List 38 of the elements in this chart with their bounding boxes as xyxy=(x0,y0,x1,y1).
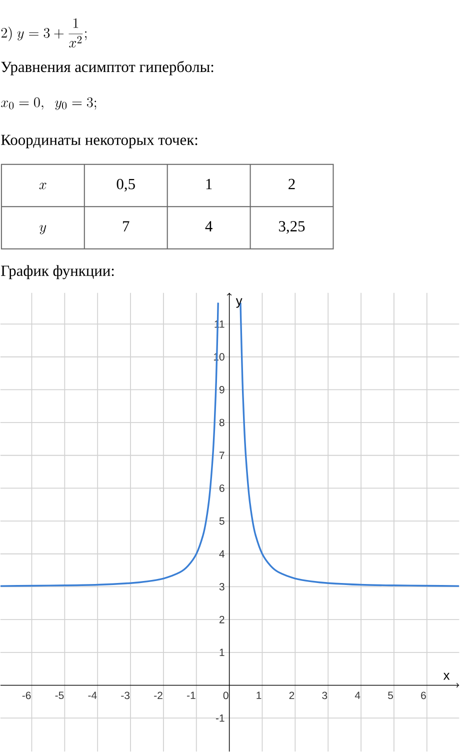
x-tick-label: -5 xyxy=(55,692,64,700)
text: $x_0=0,\;\; y_0=3;$ xyxy=(1,97,96,110)
x-tick-label: 1 xyxy=(256,692,262,699)
y-axis-title: y xyxy=(236,298,242,308)
text: $x$ xyxy=(40,182,46,190)
text: $y$ xyxy=(40,225,46,234)
text: График функции: xyxy=(1,265,114,280)
x-tick-label: -1 xyxy=(187,692,196,699)
text: 1 xyxy=(206,178,212,190)
x-tick-label: 3 xyxy=(322,692,328,700)
y-tick-label: 2 xyxy=(220,616,224,624)
y-tick-label: -1 xyxy=(216,714,224,722)
x-tick-label: 5 xyxy=(388,692,394,700)
x-tick-label: -6 xyxy=(22,692,31,700)
y-tick-label: 8 xyxy=(220,418,225,426)
text: 7 xyxy=(123,221,130,232)
x-tick-label: 6 xyxy=(421,692,426,700)
chart-subtitle: Уравнения асимптот гиперболы: xyxy=(1,60,214,76)
text: 3,25 xyxy=(279,221,305,234)
text: Координаты некоторых точек: xyxy=(1,134,198,148)
x-tick-label: -2 xyxy=(154,692,163,700)
y-tick-label: 5 xyxy=(220,517,225,525)
text: 4 xyxy=(205,221,213,232)
x-tick-label: 0 xyxy=(224,692,229,700)
x-axis-title: x xyxy=(444,672,450,680)
text: 0,5 xyxy=(117,178,136,192)
x-tick-label: 2 xyxy=(290,692,294,700)
y-tick-label: 7 xyxy=(220,452,224,459)
x-tick-label: -4 xyxy=(88,692,97,699)
y-tick-label: 6 xyxy=(220,484,225,492)
y-tick-label: 3 xyxy=(220,583,225,590)
y-tick-label: 1 xyxy=(220,648,224,656)
x-tick-label: 4 xyxy=(355,692,360,699)
x-tick-label: -3 xyxy=(121,692,130,700)
y-tick-label: 9 xyxy=(220,386,224,394)
chart-title: $2)\ y=3+\frac{1}{x^{2}};$ xyxy=(2,18,87,48)
text: 2 xyxy=(288,178,295,190)
y-tick-label: 4 xyxy=(219,550,225,558)
